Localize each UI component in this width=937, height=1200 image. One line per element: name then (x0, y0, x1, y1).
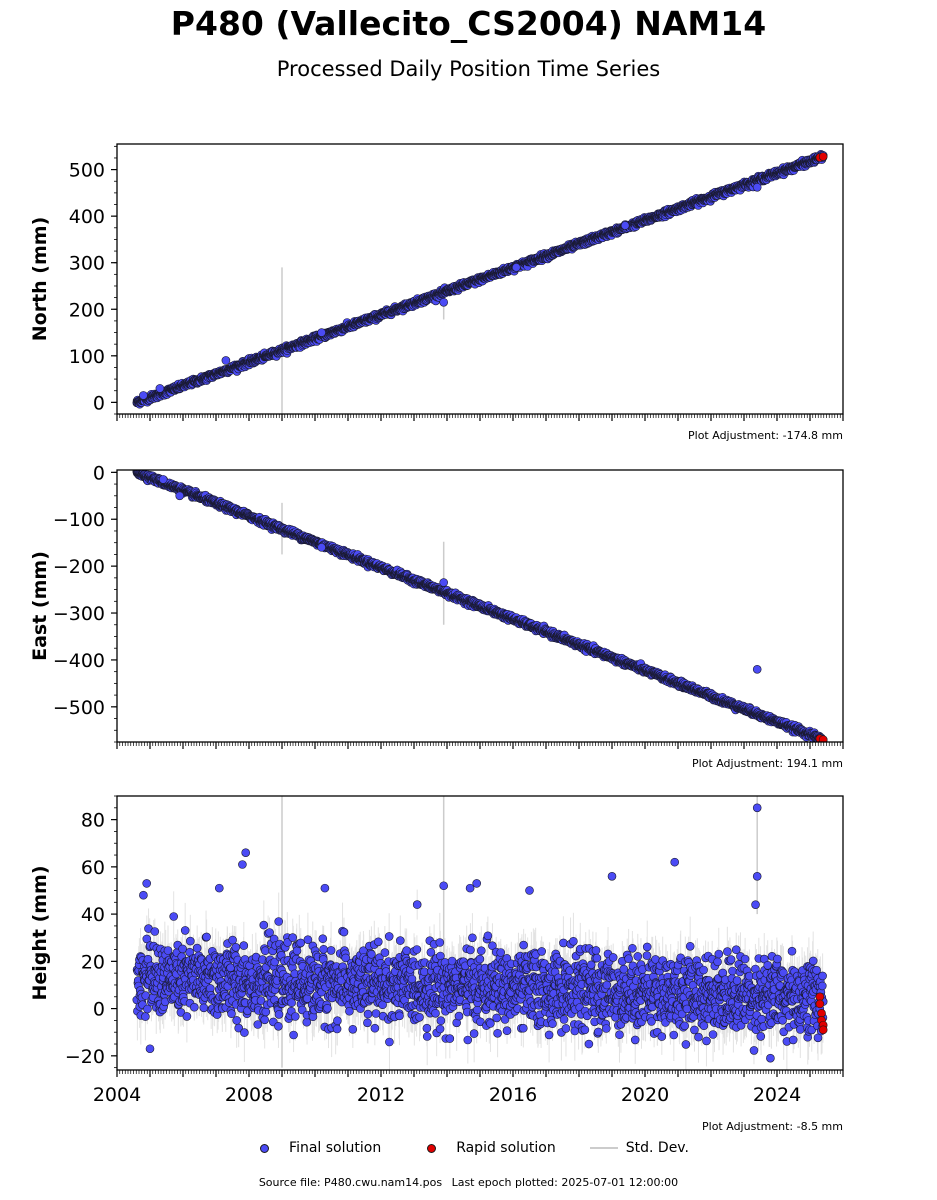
plot-area (132, 150, 828, 414)
final-point-outlier (511, 263, 521, 272)
plot-adjustment: Plot Adjustment: -174.8 mm (688, 429, 843, 442)
y-tick-label: 300 (69, 253, 105, 275)
final-solution-points (132, 470, 828, 742)
y-axis-label: North (mm) (29, 217, 51, 342)
y-tick-label: 400 (69, 206, 105, 228)
final-point-outlier (317, 328, 326, 337)
rapid-point (818, 152, 828, 161)
y-tick-label: 0 (93, 392, 105, 414)
rapid-solution-points (815, 152, 828, 162)
plot-area (132, 470, 828, 742)
final-point-outlier (752, 182, 762, 192)
final-point-outlier (155, 384, 165, 393)
final-solution-points (132, 150, 828, 409)
chart-subtitle: Processed Daily Position Time Series (276, 57, 661, 81)
y-tick-label: 200 (69, 299, 105, 321)
y-tick-label: 500 (69, 160, 105, 182)
final-point-outlier (221, 356, 231, 365)
chart-title: P480 (Vallecito_CS2004) NAM14 (170, 4, 767, 43)
final-point-outlier (620, 221, 630, 230)
y-tick-label: 100 (69, 346, 105, 368)
final-point-outlier (139, 391, 148, 400)
panel-1: 0 100 200 300 400 500 North (mm) Plot Adjustmen… (29, 143, 844, 442)
final-point-outlier (439, 297, 449, 307)
